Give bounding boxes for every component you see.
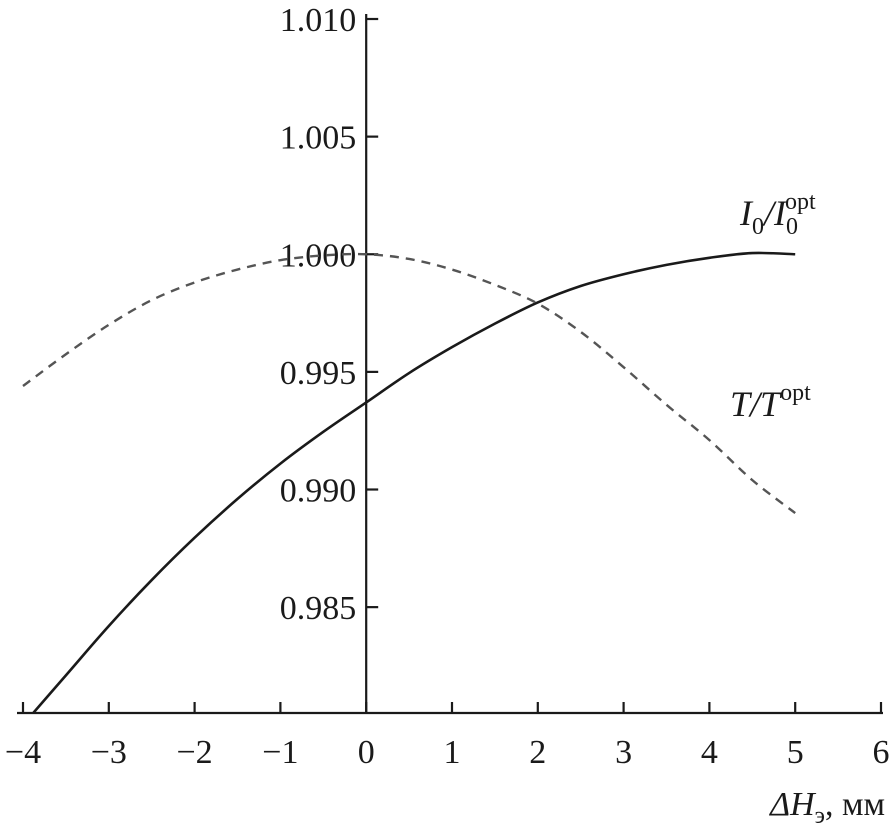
x-axis-label-subscript: э	[815, 803, 825, 829]
label-main: I	[739, 193, 754, 233]
y-tick-label: 0.995	[280, 355, 357, 392]
x-axis-label: ΔHэ, мм	[768, 786, 885, 829]
x-tick-label: 1	[444, 734, 461, 771]
label-main: T	[730, 384, 753, 424]
series-t-label: T/Topt	[730, 380, 811, 424]
label-sub2: 0	[786, 214, 798, 240]
x-axis-label-unit: , мм	[825, 786, 885, 823]
x-tick-label: −2	[177, 734, 213, 771]
x-tick-label: −1	[262, 734, 298, 771]
series-i0-label: I0/I0opt	[739, 189, 816, 240]
label-slash: /	[762, 193, 777, 233]
x-tick-label: 0	[358, 734, 375, 771]
x-tick-label: 5	[787, 734, 804, 771]
x-tick-label: 2	[529, 734, 546, 771]
y-tick-label: 1.010	[280, 2, 357, 39]
label-sub: 0	[752, 214, 764, 240]
label-sup2: opt	[785, 189, 816, 215]
label-slash: /	[748, 384, 763, 424]
ticks: −4 −3 −2 −1 0 1 2 3 4 5 60.9850.9900.9951.0001.005…	[5, 2, 889, 771]
x-tick-label: 6	[873, 734, 889, 771]
x-tick-label: −4	[5, 734, 41, 771]
y-tick-label: 0.985	[280, 590, 357, 627]
series-t-line	[22, 252, 796, 514]
series-group	[22, 251, 796, 713]
label-main2: T	[760, 384, 783, 424]
x-tick-label: −3	[91, 734, 127, 771]
series-i0-line	[31, 251, 796, 713]
label-sup2: opt	[780, 380, 811, 406]
y-tick-label: 1.005	[280, 120, 357, 157]
axes	[17, 14, 883, 715]
x-tick-label: 3	[615, 734, 632, 771]
x-axis-label-symbol: ΔH	[768, 786, 817, 823]
x-tick-label: 4	[701, 734, 718, 771]
y-tick-label: 0.990	[280, 473, 357, 510]
label-main2: I	[773, 193, 788, 233]
